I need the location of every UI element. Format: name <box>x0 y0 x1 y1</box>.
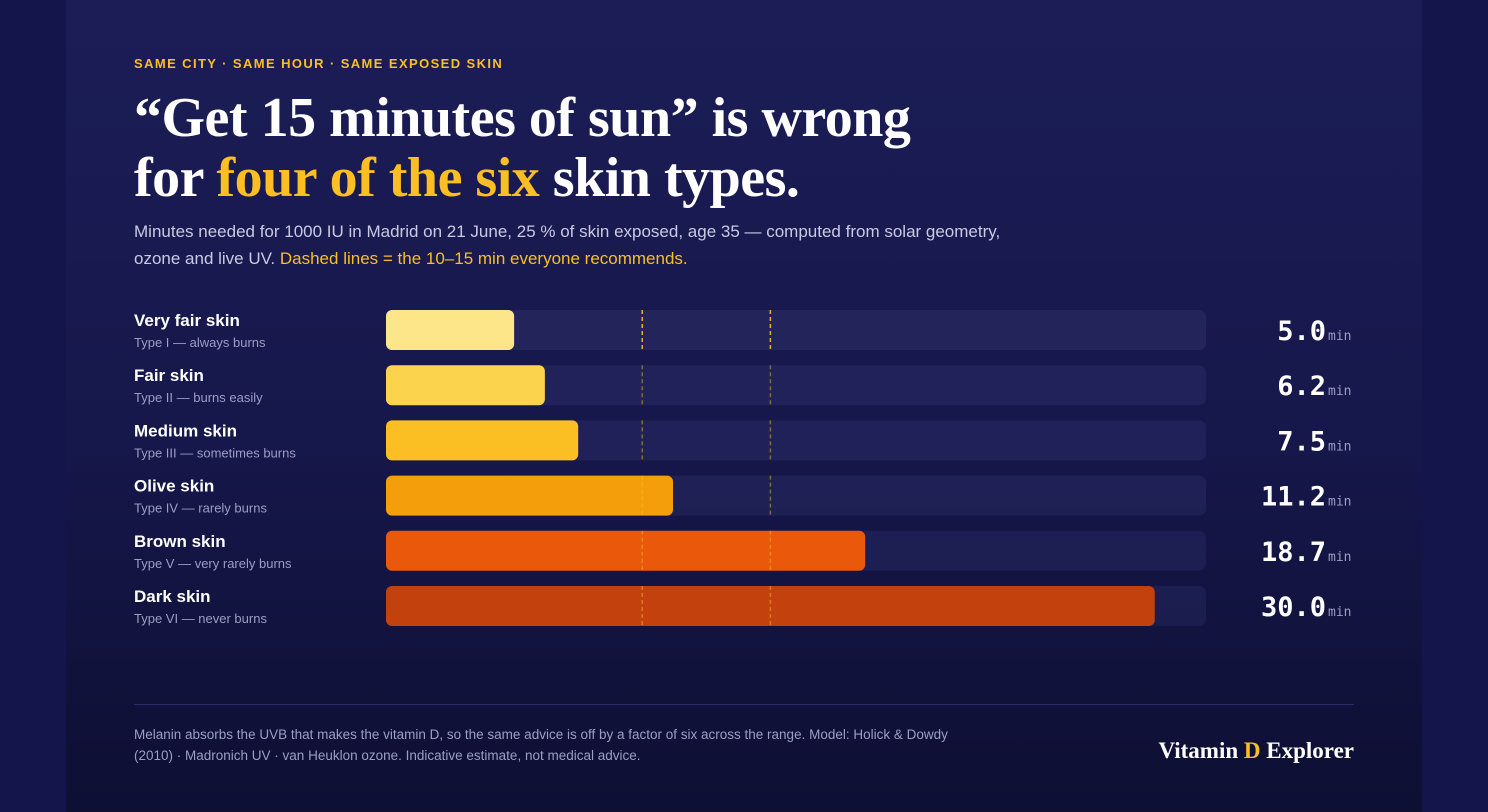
value-label: 5.0 <box>1277 316 1326 347</box>
title-text: for <box>134 147 217 209</box>
title-highlight: four of the six <box>216 147 540 209</box>
category-label: Dark skin <box>134 587 211 606</box>
category-label: Medium skin <box>134 421 237 440</box>
category-label: Fair skin <box>134 366 204 385</box>
subtitle-text: Minutes needed for 1000 IU in Madrid on … <box>134 222 1001 268</box>
title: “Get 15 minutes of sun” is wrong for fou… <box>134 87 911 208</box>
value-label: 30.0 <box>1261 592 1326 623</box>
category-label: Brown skin <box>134 532 226 551</box>
footer-note: Melanin absorbs the UVB that makes the v… <box>134 727 948 763</box>
bar <box>386 475 673 516</box>
category-description: Type IV — rarely burns <box>134 501 267 516</box>
divider <box>134 704 1354 705</box>
title-text: skin types. <box>539 147 800 209</box>
value-unit: min <box>1328 605 1351 620</box>
category-description: Type III — sometimes burns <box>134 445 296 460</box>
value-unit: min <box>1328 329 1351 344</box>
value-unit: min <box>1328 495 1351 510</box>
bar-track <box>386 420 1206 461</box>
value-unit: min <box>1328 550 1351 565</box>
bar <box>386 420 579 461</box>
category-description: Type I — always burns <box>134 335 266 350</box>
value-label: 7.5 <box>1277 426 1326 457</box>
category-description: Type II — burns easily <box>134 390 263 405</box>
bar <box>386 530 866 571</box>
value-label: 11.2 <box>1261 482 1326 513</box>
title-line: for four of the six skin types. <box>134 148 910 208</box>
value-label: 6.2 <box>1277 371 1326 402</box>
value-label: 18.7 <box>1261 537 1326 568</box>
subtitle: Minutes needed for 1000 IU in Madrid on … <box>134 218 1014 272</box>
value-unit: min <box>1328 384 1351 399</box>
bar-track <box>386 365 1206 406</box>
brand-text: Explorer <box>1260 738 1354 763</box>
bar <box>386 586 1155 626</box>
bar <box>386 310 515 350</box>
eyebrow: SAME CITY · SAME HOUR · SAME EXPOSED SKI… <box>134 56 504 71</box>
brand-text: Vitamin <box>1158 738 1244 763</box>
bar <box>386 365 545 406</box>
category-description: Type VI — never burns <box>134 611 267 626</box>
title-line: “Get 15 minutes of sun” is wrong <box>134 87 911 149</box>
category-description: Type V — very rarely burns <box>134 556 292 571</box>
subtitle-highlight: Dashed lines = the 10–15 min everyone re… <box>279 249 688 268</box>
value-unit: min <box>1328 439 1351 454</box>
bar-track <box>386 310 1206 350</box>
brand-highlight: D <box>1243 738 1261 763</box>
category-label: Olive skin <box>134 477 214 496</box>
category-label: Very fair skin <box>134 311 240 330</box>
brand: Vitamin D Explorer <box>1158 738 1354 764</box>
panel <box>66 0 1422 812</box>
